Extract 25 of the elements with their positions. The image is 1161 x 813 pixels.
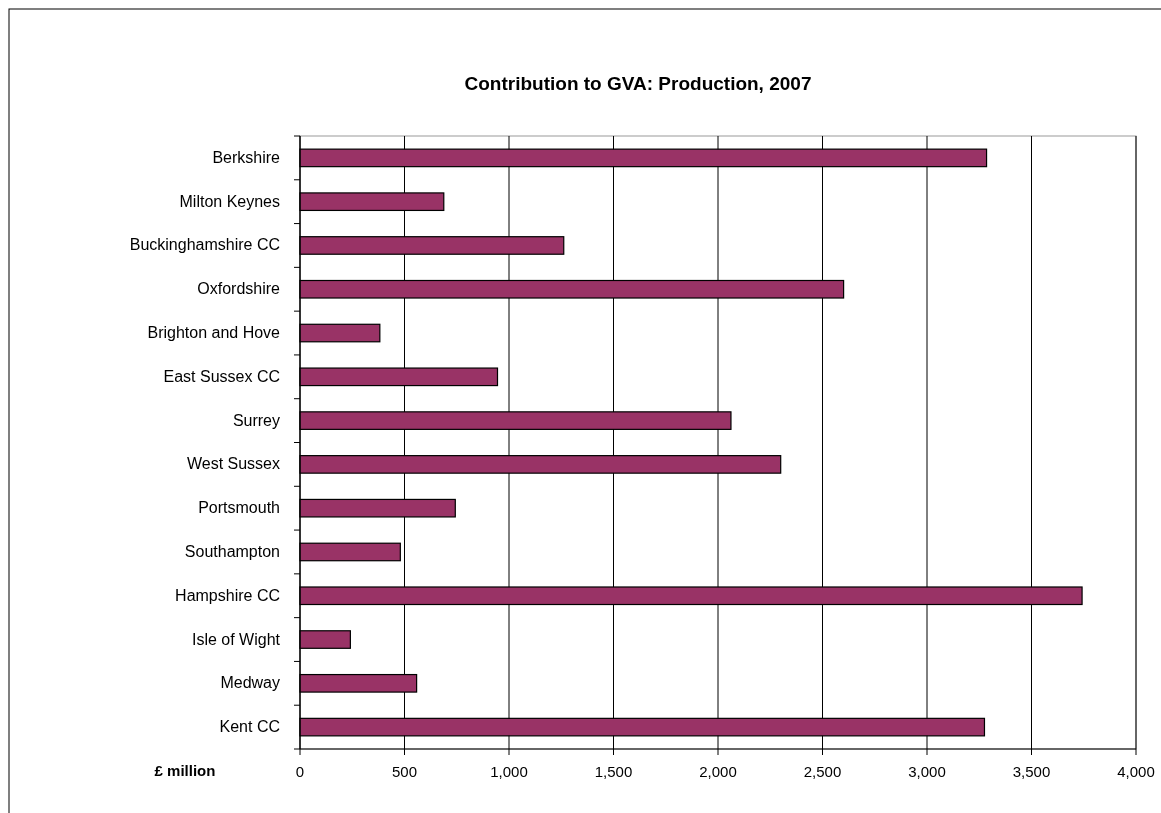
chart-title: Contribution to GVA: Production, 2007 <box>464 73 812 94</box>
y-tick-label: West Sussex <box>186 455 280 473</box>
y-tick-label: East Sussex CC <box>163 367 280 385</box>
x-tick-label: 2,000 <box>699 763 737 780</box>
x-tick-label: 3,000 <box>908 763 946 780</box>
x-tick-label: 2,500 <box>803 763 842 780</box>
x-tick-label: 1,500 <box>594 763 633 780</box>
x-tick-label: 1,000 <box>490 763 528 780</box>
y-tick-label: Oxfordshire <box>197 280 281 298</box>
x-tick-label: 0 <box>295 763 305 780</box>
y-tick-label: Berkshire <box>212 148 281 166</box>
y-tick-label: Kent CC <box>219 718 280 736</box>
x-axis-title: £ million <box>154 762 216 779</box>
y-tick-label: Brighton and Hove <box>147 324 281 342</box>
y-tick-label: Southampton <box>184 542 280 560</box>
y-tick-label: Medway <box>220 674 280 692</box>
y-tick-label: Portsmouth <box>198 499 280 517</box>
y-tick-label: Hampshire CC <box>175 586 280 604</box>
y-tick-label: Isle of Wight <box>191 630 281 648</box>
x-tick-label: 500 <box>391 763 418 780</box>
y-tick-label: Buckinghamshire CC <box>129 236 280 254</box>
y-tick-label: Milton Keynes <box>179 192 280 210</box>
x-tick-label: 3,500 <box>1012 763 1051 780</box>
x-tick-label: 4,000 <box>1117 763 1155 780</box>
y-tick-label: Surrey <box>232 411 280 429</box>
